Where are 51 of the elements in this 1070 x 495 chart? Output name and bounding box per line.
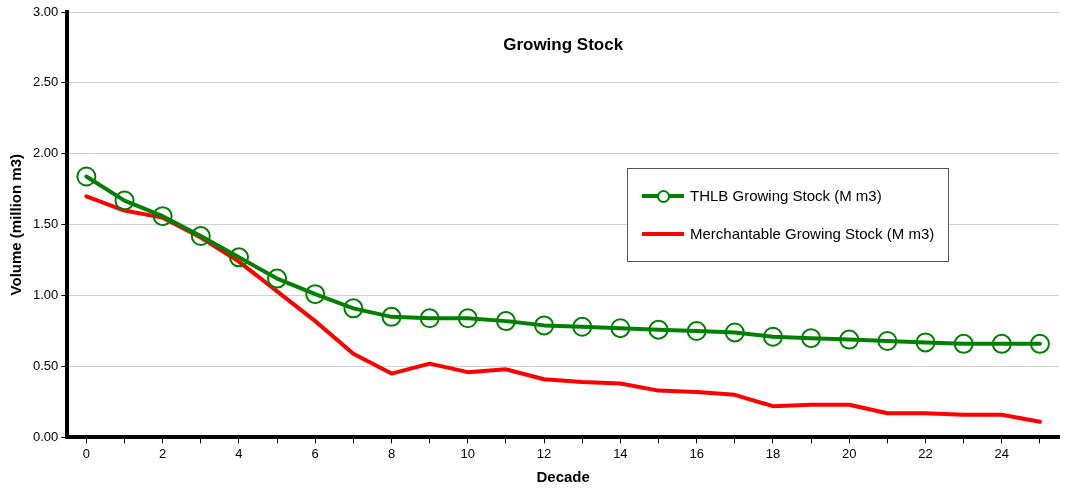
y-tick-label: 0.00 — [32, 428, 59, 444]
y-tick-label: 1.00 — [32, 287, 59, 303]
text: Growing Stock — [503, 34, 624, 54]
point — [1029, 333, 1050, 354]
point — [877, 330, 898, 351]
point — [228, 247, 249, 268]
point — [648, 319, 669, 340]
point — [495, 311, 516, 332]
point — [343, 298, 364, 319]
point — [915, 332, 936, 353]
y-axis-title: Volume (million m3) — [7, 154, 25, 296]
x-tick-label: 0 — [82, 445, 90, 461]
point — [76, 166, 97, 187]
y-tick-label: 2.50 — [32, 74, 59, 90]
x-tick-label: 12 — [536, 445, 552, 461]
point — [305, 284, 326, 305]
point — [572, 316, 593, 337]
y-tick-label: 3.00 — [32, 3, 59, 19]
x-tick-label: 10 — [460, 445, 476, 461]
y-tick-label: 1.50 — [32, 216, 59, 232]
x-tick-label: 24 — [994, 445, 1010, 461]
point — [419, 308, 440, 329]
x-tick-label: 2 — [159, 445, 167, 461]
point — [686, 321, 707, 342]
point — [267, 268, 288, 289]
point — [381, 306, 402, 327]
x-tick-label: 14 — [613, 445, 628, 461]
point — [457, 308, 478, 329]
legend-label: Merchantable Growing Stock (M m3) — [690, 225, 935, 243]
legend-label: THLB Growing Stock (M m3) — [690, 187, 882, 205]
point — [991, 333, 1012, 354]
x-tick-label: 4 — [235, 445, 243, 461]
point — [724, 322, 745, 343]
point — [762, 326, 783, 347]
x-tick-label: 6 — [311, 445, 319, 461]
point — [953, 333, 974, 354]
x-tick-label: 18 — [765, 445, 781, 461]
x-tick-label: 16 — [689, 445, 704, 461]
x-tick-label: 22 — [918, 445, 933, 461]
x-axis-title: Decade — [536, 468, 590, 486]
point — [610, 318, 631, 339]
point — [190, 226, 211, 247]
point — [534, 315, 555, 336]
point — [152, 206, 173, 227]
point — [114, 190, 135, 211]
x-tick-label: 20 — [841, 445, 857, 461]
x-tick-label: 8 — [387, 445, 396, 461]
y-tick-label: 2.00 — [32, 145, 59, 161]
point — [801, 328, 822, 349]
point — [839, 329, 860, 350]
y-tick-label: 0.50 — [32, 358, 59, 374]
